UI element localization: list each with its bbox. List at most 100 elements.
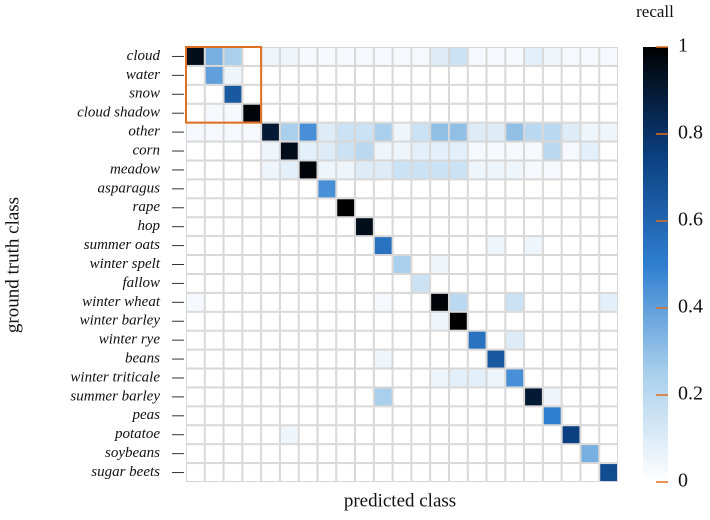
cell: [542, 236, 562, 256]
cell: [542, 444, 562, 464]
cell: [505, 406, 525, 426]
cell: [261, 103, 280, 123]
cell: [186, 406, 205, 426]
colorbar-tick-label: 1: [678, 35, 688, 57]
cell: [373, 255, 393, 274]
cell: [336, 311, 356, 331]
cell: [599, 141, 619, 161]
cell: [279, 330, 299, 350]
cell: [298, 141, 318, 161]
cell: [298, 84, 318, 104]
cell: [580, 65, 600, 85]
cell: [486, 198, 506, 218]
cell: [204, 425, 224, 445]
cell: [486, 444, 506, 464]
cell: [279, 311, 299, 331]
cell: [261, 311, 280, 331]
cell: [486, 84, 506, 104]
cell: [580, 292, 600, 312]
cell: [204, 122, 224, 142]
cell: [186, 349, 205, 369]
cell: [505, 217, 525, 237]
cell: [355, 141, 374, 161]
cell: [279, 84, 299, 104]
cell: [561, 387, 581, 407]
cell: [505, 387, 525, 407]
cell: [373, 311, 393, 331]
cell: [242, 292, 262, 312]
cell: [336, 179, 356, 199]
cell: [317, 47, 337, 66]
cell: [279, 122, 299, 142]
row-label: soybeans: [105, 445, 160, 461]
cell: [261, 444, 280, 464]
cell: [486, 179, 506, 199]
cell: [561, 103, 581, 123]
cell: [411, 122, 431, 142]
cell: [336, 141, 356, 161]
cell: [411, 387, 431, 407]
cell: [392, 292, 412, 312]
cell: [279, 217, 299, 237]
cell: [486, 255, 506, 274]
cell: [336, 103, 356, 123]
cell: [298, 103, 318, 123]
cell: [355, 122, 374, 142]
cell: [317, 255, 337, 274]
cell: [411, 349, 431, 369]
row-label: asparagus: [97, 180, 160, 196]
cell: [411, 217, 431, 237]
cell: [298, 444, 318, 464]
cell: [261, 387, 280, 407]
cell: [580, 463, 600, 482]
cell: [580, 84, 600, 104]
cell: [279, 292, 299, 312]
cell: [261, 122, 280, 142]
cell: [242, 103, 262, 123]
x-axis-label: predicted class: [344, 490, 456, 511]
cell: [411, 103, 431, 123]
cell: [524, 84, 543, 104]
cell: [242, 179, 262, 199]
cell: [373, 425, 393, 445]
cell: [298, 406, 318, 426]
cell: [261, 425, 280, 445]
cell: [279, 463, 299, 482]
cell: [448, 330, 468, 350]
cell: [373, 122, 393, 142]
cell: [524, 179, 543, 199]
cell: [261, 406, 280, 426]
cell: [486, 349, 506, 369]
colorbar-tick-label: 0.2: [678, 383, 703, 405]
cell: [542, 425, 562, 445]
cell: [599, 217, 619, 237]
cell: [355, 160, 374, 180]
cell: [486, 368, 506, 388]
row-label: summer oats: [84, 237, 160, 253]
cell: [486, 103, 506, 123]
cell: [430, 255, 449, 274]
cell: [542, 349, 562, 369]
cell: [336, 273, 356, 293]
cell: [599, 103, 619, 123]
cell: [373, 387, 393, 407]
cell: [448, 236, 468, 256]
cell: [279, 425, 299, 445]
cell: [242, 273, 262, 293]
cell: [279, 255, 299, 274]
cell: [561, 179, 581, 199]
cell: [355, 84, 374, 104]
colorbar-label: recall: [636, 2, 674, 21]
cell: [242, 387, 262, 407]
cell: [524, 406, 543, 426]
cell: [279, 198, 299, 218]
cell: [298, 47, 318, 66]
cell: [242, 368, 262, 388]
cell: [505, 198, 525, 218]
cell: [448, 368, 468, 388]
row-label: beans: [125, 351, 160, 367]
cell: [186, 141, 205, 161]
cell: [204, 198, 224, 218]
cell: [392, 65, 412, 85]
cell: [355, 65, 374, 85]
